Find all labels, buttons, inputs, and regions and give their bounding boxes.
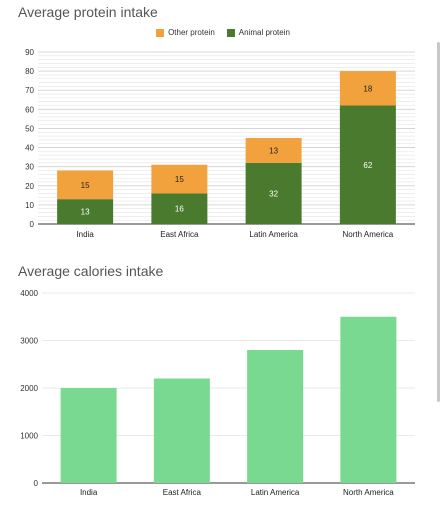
bar-other-protein: [339, 71, 396, 106]
data-label: 32: [269, 189, 278, 198]
data-label: 18: [363, 84, 372, 93]
x-tick-label: India: [80, 488, 98, 497]
y-tick-label: 30: [25, 163, 34, 172]
legend-item-animal-protein: Animal protein: [226, 28, 290, 37]
y-tick-label: 10: [25, 201, 34, 210]
y-tick-label: 2000: [20, 384, 38, 393]
bar-calories: [247, 350, 304, 483]
vertical-scrollbar[interactable]: [437, 42, 440, 402]
bar-animal-protein: [339, 105, 396, 224]
y-tick-label: 4000: [20, 289, 38, 298]
y-tick-label: 1000: [20, 432, 38, 441]
y-tick-label: 40: [25, 144, 34, 153]
data-label: 62: [363, 161, 372, 170]
legend-label-other-protein: Other protein: [168, 28, 215, 37]
y-tick-label: 50: [25, 124, 34, 133]
protein-chart-title: Average protein intake: [18, 4, 158, 20]
legend-label-animal-protein: Animal protein: [238, 28, 290, 37]
bar-animal-protein: [245, 162, 302, 224]
data-label: 15: [81, 181, 90, 190]
bar-animal-protein: [151, 193, 208, 224]
data-label: 13: [81, 208, 90, 217]
animal-protein-swatch: [226, 28, 235, 37]
x-tick-label: North America: [343, 230, 394, 239]
data-label: 15: [175, 175, 184, 184]
data-label: 16: [175, 205, 184, 214]
y-tick-label: 90: [25, 48, 34, 57]
y-tick-label: 60: [25, 105, 34, 114]
y-tick-label: 20: [25, 182, 34, 191]
x-tick-label: East Africa: [160, 230, 199, 239]
x-tick-label: North America: [343, 488, 394, 497]
bar-animal-protein: [57, 199, 114, 224]
other-protein-swatch: [156, 28, 165, 37]
x-tick-label: East Africa: [163, 488, 202, 497]
x-tick-label: India: [76, 230, 94, 239]
bar-other-protein: [57, 170, 114, 200]
y-tick-label: 0: [34, 479, 39, 488]
y-tick-label: 80: [25, 67, 34, 76]
bar-other-protein: [245, 138, 302, 163]
protein-chart: 0 10 20 30 40 50 60 70 80 90 13 15 India 16 15 East Afr…: [25, 48, 415, 239]
bar-calories: [340, 316, 397, 483]
x-tick-label: Latin America: [249, 230, 298, 239]
bar-calories: [153, 378, 210, 483]
protein-legend: Other protein Animal protein: [0, 28, 446, 37]
y-tick-label: 3000: [20, 337, 38, 346]
y-tick-label: 0: [30, 220, 35, 229]
legend-item-other-protein: Other protein: [156, 28, 215, 37]
data-label: 13: [269, 146, 278, 155]
x-tick-label: Latin America: [251, 488, 300, 497]
y-tick-label: 70: [25, 86, 34, 95]
bar-calories: [60, 388, 117, 483]
calories-chart-title: Average calories intake: [18, 263, 164, 279]
bar-other-protein: [151, 164, 208, 194]
